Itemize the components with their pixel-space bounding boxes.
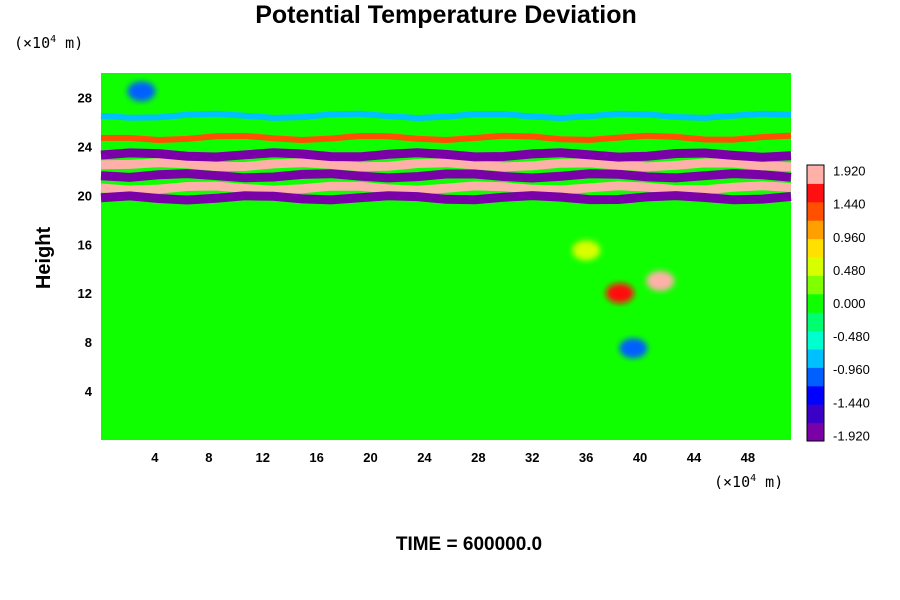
heatmap-band-5: [100, 132, 792, 144]
heatmap-blob-10: [127, 81, 156, 102]
x-tick-label: 16: [309, 450, 323, 465]
x-tick-label: 8: [205, 450, 212, 465]
y-tick-label: 4: [85, 384, 93, 399]
colorbar-segment: [807, 330, 824, 350]
heatmap-blob-7: [646, 270, 675, 291]
x-axis-ticks: 4 8 12 16 20 24 28 32 36 40 44 48: [151, 450, 755, 465]
y-axis-label: Height: [33, 227, 55, 290]
colorbar-tick-label: 0.480: [833, 263, 866, 278]
colorbar-tick-label: -0.960: [833, 362, 870, 377]
heatmap-band-4: [100, 191, 792, 205]
x-axis-unit: (×104 m): [714, 473, 783, 491]
colorbar-tick-label: 1.440: [833, 197, 866, 212]
heatmap-band-0: [100, 181, 792, 195]
chart-title: Potential Temperature Deviation: [255, 1, 637, 29]
x-tick-label: 24: [417, 450, 432, 465]
colorbar-tick-label: 0.000: [833, 296, 866, 311]
y-tick-label: 24: [78, 139, 93, 154]
heatmap-band-3: [100, 148, 792, 162]
x-tick-label: 4: [151, 450, 159, 465]
colorbar-segment: [807, 367, 824, 387]
heatmap-band-6: [100, 110, 792, 122]
y-tick-label: 28: [78, 90, 92, 105]
y-tick-label: 8: [85, 335, 92, 350]
x-tick-label: 36: [579, 450, 593, 465]
colorbar-segment: [807, 238, 824, 258]
x-tick-label: 48: [741, 450, 755, 465]
colorbar-segment: [807, 404, 824, 424]
colorbar-segment: [807, 201, 824, 221]
heatmap-band-2: [100, 158, 792, 172]
y-axis-ticks: 4 8 12 16 20 24 28: [78, 90, 93, 399]
y-tick-label: 12: [78, 286, 92, 301]
heatmap-blob-11: [572, 240, 601, 261]
y-tick-label: 20: [78, 188, 92, 203]
heatmap-blob-8: [605, 283, 634, 304]
colorbar-segment: [807, 257, 824, 276]
colorbar-tick-label: -0.480: [833, 329, 870, 344]
x-tick-label: 44: [687, 450, 702, 465]
heatmap-blob-9: [619, 338, 648, 359]
time-label: TIME = 600000.0: [396, 534, 542, 555]
colorbar-segment: [807, 293, 824, 313]
colorbar-ticks: 1.920 1.440 0.960 0.480 0.000 -0.480 -0.960 -1.…: [833, 164, 870, 444]
heatmap-features: [100, 81, 792, 359]
colorbar-tick-label: -1.440: [833, 395, 870, 410]
colorbar-tick-label: -1.920: [833, 428, 870, 443]
plot-area: [100, 73, 792, 440]
x-tick-label: 32: [525, 450, 539, 465]
colorbar-segment: [807, 349, 824, 368]
x-tick-label: 40: [633, 450, 647, 465]
colorbar-segment: [807, 312, 824, 332]
x-tick-label: 28: [471, 450, 485, 465]
y-axis-unit: (×104 m): [14, 34, 83, 52]
heatmap-background: [101, 73, 791, 440]
colorbar-frame: [806, 164, 825, 442]
colorbar-segment: [807, 183, 824, 203]
colorbar-segment: [807, 422, 824, 442]
colorbar-segment: [807, 385, 824, 405]
colorbar-segment: [807, 220, 824, 240]
y-tick-label: 16: [78, 237, 92, 252]
colorbar-tick-label: 0.960: [833, 230, 866, 245]
colorbar-segment: [807, 165, 824, 184]
colorbar-tick-label: 1.920: [833, 164, 866, 179]
x-tick-label: 12: [255, 450, 269, 465]
heatmap-band-1: [100, 169, 792, 183]
x-tick-label: 20: [363, 450, 377, 465]
colorbar: [806, 164, 825, 442]
colorbar-segment: [807, 275, 824, 295]
